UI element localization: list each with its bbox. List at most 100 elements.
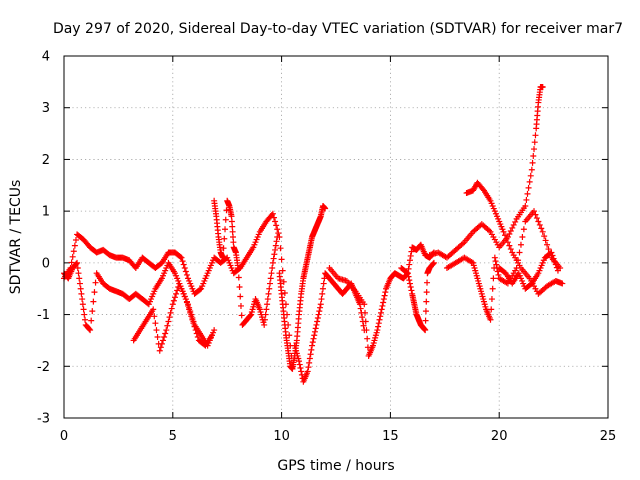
x-axis-label: GPS time / hours [277,458,394,474]
data-point [264,301,271,308]
y-tick-label: 3 [42,101,50,116]
data-point [89,308,96,315]
data-point [362,318,369,325]
data-point [310,335,317,342]
x-tick-label: 5 [169,429,177,444]
data-point [493,261,500,268]
series-track-f [291,270,368,385]
data-point [208,332,215,339]
data-point [552,261,559,268]
data-point [151,313,158,320]
data-point [165,318,172,325]
data-point [554,267,561,274]
data-point [280,278,287,285]
series-track-l [496,249,561,292]
data-point [174,287,181,294]
data-point [193,330,200,337]
data-point [559,280,566,287]
data-point [91,289,98,296]
data-point [273,238,280,245]
data-point [80,306,87,313]
data-point [364,335,371,342]
data-point [183,271,190,278]
y-tick-label: -3 [37,412,50,427]
data-point [500,228,507,235]
data-point [548,249,555,256]
data-point [182,296,189,303]
data-point [171,294,178,301]
grid-lines [64,56,608,418]
data-point [76,275,83,282]
data-point [536,221,543,228]
data-point [185,302,192,309]
data-point [236,283,243,290]
data-point [72,237,79,244]
data-point [517,241,524,248]
data-point [406,277,413,284]
data-point [306,355,313,362]
data-point [408,287,415,294]
data-point [153,327,160,334]
data-point [270,255,277,262]
data-point [322,205,329,212]
data-point [532,132,539,139]
data-point [374,327,381,334]
data-point [549,252,556,259]
data-point [488,306,495,313]
data-point [406,257,413,264]
data-point [269,265,276,272]
data-point [194,333,201,340]
data-point [491,254,498,261]
data-point [524,190,531,197]
data-point [317,304,324,311]
x-tick-labels: 0 5 10 15 20 25 [60,429,616,444]
data-point [78,290,85,297]
data-point [220,245,227,252]
data-point [320,280,327,287]
data-point [488,296,495,303]
data-point [376,316,383,323]
data-point [423,289,430,296]
data-point [266,280,273,287]
data-point [489,285,496,292]
data-point [162,330,169,337]
data-point [237,293,244,300]
series-track-c [130,280,215,354]
data-point [82,316,89,323]
data-point [382,289,389,296]
data-point [407,252,414,259]
data-point [423,298,430,305]
data-point [313,321,320,328]
data-point [523,196,530,203]
data-point [510,221,517,228]
data-point [527,172,534,179]
data-point [422,308,429,315]
data-point [308,346,315,353]
data-point [408,248,415,255]
data-point [304,368,311,375]
data-point [551,258,558,265]
data-point [266,285,273,292]
data-point [268,270,275,277]
data-point [526,178,533,185]
data-point [307,351,314,358]
data-point [265,290,272,297]
data-point [163,327,170,334]
data-point [361,301,368,308]
data-point [154,333,161,340]
data-point [70,248,77,255]
data-point [317,301,324,308]
data-point [520,226,527,233]
data-point [312,325,319,332]
data-point [513,265,520,272]
data-point [166,314,173,321]
data-point [188,313,195,320]
series-track-h [398,259,437,334]
data-point [79,301,86,308]
data-point [87,327,94,334]
data-point [68,259,75,266]
data-point [228,218,235,225]
data-point [545,246,552,253]
data-point [187,309,194,316]
